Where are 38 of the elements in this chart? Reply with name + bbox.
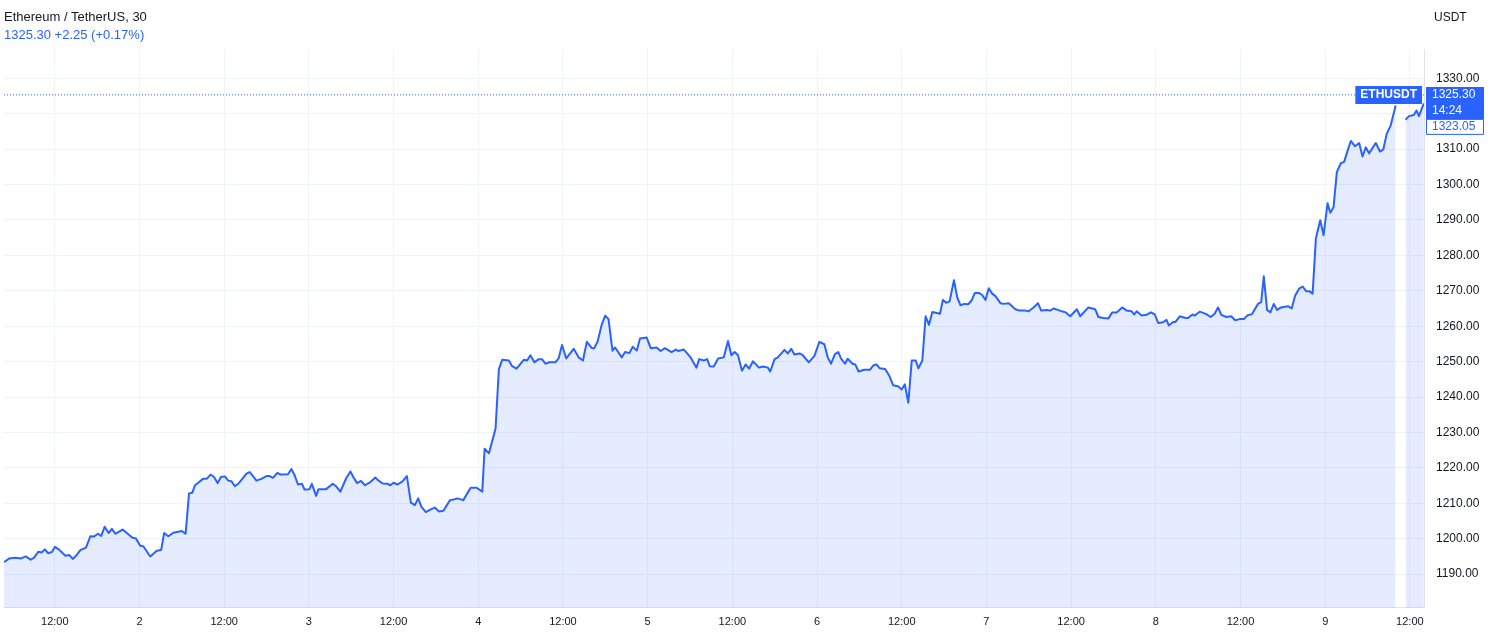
- chart-title: Ethereum / TetherUS, 30: [4, 9, 147, 25]
- x-tick-label: 12:00: [718, 615, 747, 628]
- y-tick-label: 1290.00: [1436, 212, 1480, 227]
- x-tick-label: 5: [644, 615, 651, 628]
- y-tick-label: 1250.00: [1436, 353, 1480, 368]
- x-tick-label: 12:00: [549, 615, 577, 628]
- ref-line-label: ETHUSDT: [1360, 87, 1418, 102]
- y-tick-label: 1230.00: [1436, 424, 1480, 439]
- x-tick-label: 12:00: [1396, 615, 1424, 628]
- x-tick-label: 12:00: [1057, 615, 1085, 628]
- y-tick-label: 1210.00: [1436, 495, 1480, 510]
- y-axis-title: USDT: [1434, 10, 1468, 25]
- text: 1323.05: [1432, 119, 1476, 134]
- x-tick-label: 3: [305, 615, 312, 628]
- y-tick-label: 1220.00: [1436, 460, 1480, 475]
- y-tick-label: 1300.00: [1436, 176, 1480, 191]
- x-tick-label: 6: [813, 615, 821, 628]
- y-tick-label: 1260.00: [1436, 318, 1480, 333]
- y-tick-label: 1190.00: [1436, 566, 1479, 581]
- chart-subtitle: 1325.30 +2.25 (+0.17%): [4, 26, 145, 42]
- y-tick-label: 1280.00: [1436, 247, 1480, 262]
- x-tick-label: 9: [1322, 615, 1329, 628]
- x-tick-label: 12:00: [210, 615, 238, 628]
- x-tick-label: 12:00: [1226, 615, 1255, 628]
- y-tick-label: 1270.00: [1436, 283, 1480, 298]
- y-tick-label: 1310.00: [1436, 141, 1480, 156]
- y-tick-label: 1200.00: [1436, 531, 1480, 546]
- x-tick-label: 12:00: [379, 615, 408, 628]
- y-tick-label: 1330.00: [1436, 70, 1480, 85]
- x-tick-label: 7: [983, 615, 990, 628]
- x-tick-label: 8: [1152, 615, 1159, 628]
- text: 14:24: [1432, 103, 1463, 118]
- text: 1325.30: [1432, 87, 1476, 102]
- x-tick-label: 2: [136, 615, 143, 628]
- x-tick-label: 12:00: [887, 615, 916, 628]
- y-tick-label: 1240.00: [1436, 389, 1480, 404]
- x-tick-label: 12:00: [41, 615, 69, 628]
- x-tick-label: 4: [475, 615, 482, 628]
